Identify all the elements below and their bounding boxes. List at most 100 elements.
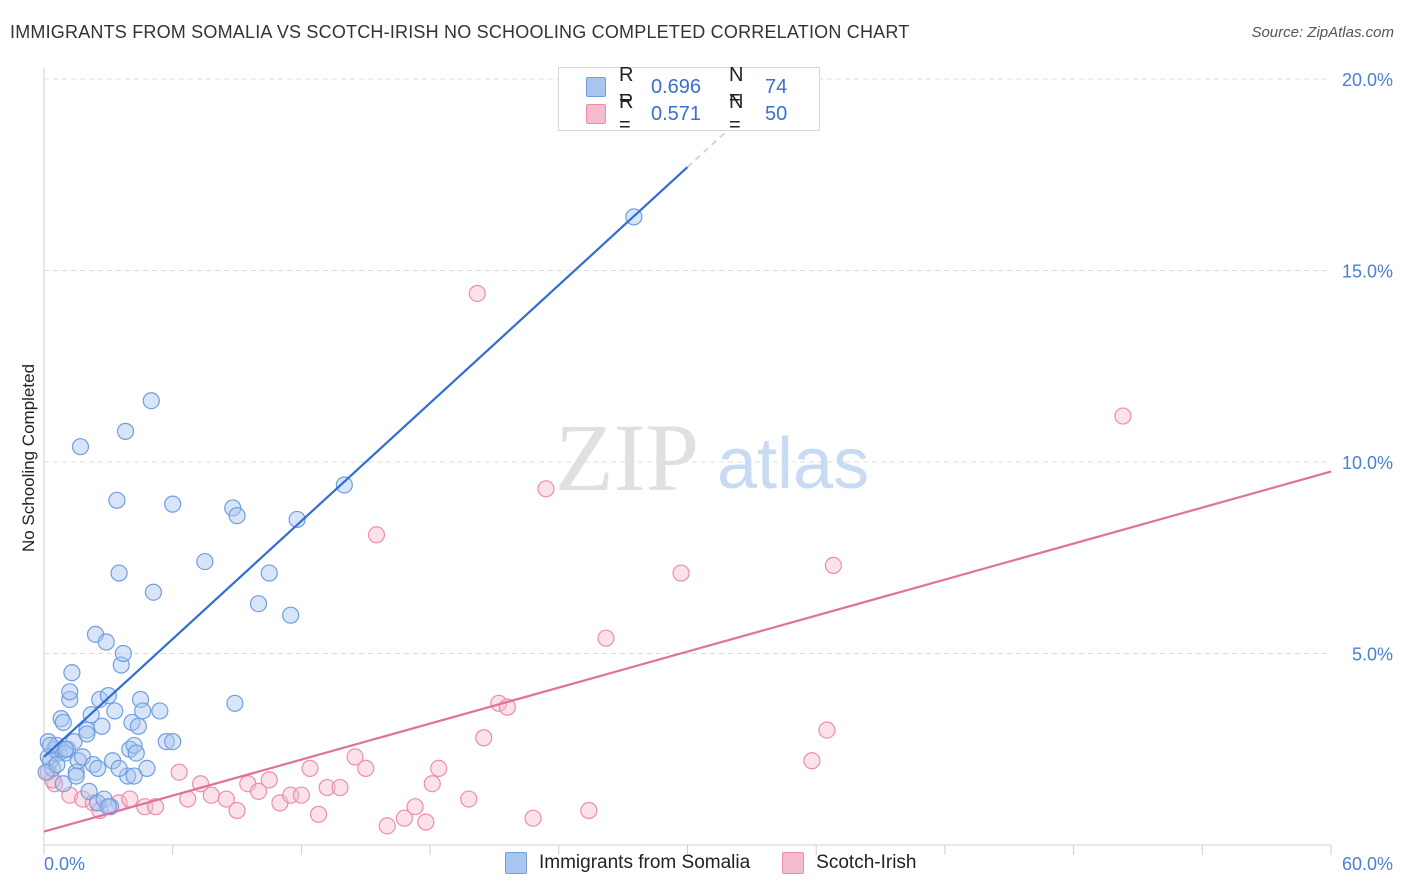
somalia-points	[37, 208, 643, 816]
data-point	[803, 752, 821, 770]
legend-swatch-blue	[586, 77, 606, 97]
data-point	[114, 644, 132, 663]
legend-n-label: N =	[729, 91, 744, 136]
data-point	[67, 767, 85, 785]
data-point	[41, 736, 60, 755]
legend-item-scotch-irish[interactable]: Scotch-Irish	[782, 852, 916, 874]
data-point	[48, 755, 66, 774]
trend-lines	[43, 127, 1332, 833]
data-point	[406, 798, 424, 816]
data-point	[672, 564, 690, 582]
data-point	[138, 759, 156, 778]
data-point	[61, 683, 79, 701]
y-axis-label: No Schooling Completed	[19, 364, 38, 552]
legend-r-label: R =	[619, 64, 634, 109]
data-point	[129, 717, 147, 735]
data-point	[110, 564, 128, 582]
y-tick-label: 10.0%	[1342, 453, 1393, 473]
trend-line-somalia	[43, 166, 689, 758]
data-point	[217, 790, 235, 808]
data-point	[54, 713, 72, 732]
series-legend: Immigrants from Somalia Scotch-Irish	[505, 852, 948, 874]
data-point	[292, 786, 310, 804]
data-point	[125, 767, 143, 785]
data-point	[460, 790, 478, 808]
data-point	[282, 606, 300, 624]
legend-n-value: 74	[765, 75, 788, 98]
data-point	[71, 438, 90, 456]
legend-r-value: 0.571	[651, 102, 702, 125]
y-tick-label: 5.0%	[1352, 645, 1393, 665]
data-point	[260, 564, 278, 582]
legend-swatch-pink	[586, 104, 606, 124]
data-point	[97, 633, 115, 651]
legend-swatch-blue	[505, 852, 527, 874]
legend-swatch-pink	[782, 852, 805, 874]
legend-n-value: 50	[765, 102, 788, 125]
data-point	[309, 805, 328, 823]
data-point	[108, 491, 126, 509]
legend-r-value: 0.696	[651, 75, 702, 98]
data-point	[249, 595, 268, 613]
data-point	[318, 778, 336, 797]
source-label: Source: ZipAtlas.com	[1251, 24, 1394, 41]
data-point	[335, 476, 353, 494]
data-point	[170, 763, 188, 781]
data-point	[89, 759, 107, 778]
data-point	[80, 782, 98, 800]
data-point	[127, 744, 145, 762]
data-point	[260, 771, 278, 789]
data-point	[54, 775, 72, 793]
watermark-atlas: atlas	[717, 424, 869, 504]
data-point	[818, 721, 836, 739]
data-point	[395, 809, 413, 827]
data-point	[78, 725, 96, 743]
data-point	[228, 801, 246, 820]
data-point	[202, 786, 220, 804]
data-point	[142, 392, 160, 410]
data-point	[430, 759, 448, 778]
data-point	[249, 782, 268, 800]
legend-label-somalia: Immigrants from Somalia	[539, 852, 751, 873]
data-point	[367, 526, 386, 544]
data-point	[580, 801, 598, 820]
legend-label-scotch-irish: Scotch-Irish	[816, 852, 917, 873]
grid-lines	[44, 78, 1331, 654]
chart-title: IMMIGRANTS FROM SOMALIA VS SCOTCH-IRISH …	[10, 22, 910, 42]
legend-n-label: N =	[729, 64, 744, 109]
data-point	[93, 717, 111, 735]
data-point	[157, 732, 175, 751]
trend-line-scotch-irish	[43, 470, 1332, 833]
data-point	[346, 748, 364, 766]
data-point	[824, 556, 842, 575]
data-point	[121, 790, 139, 808]
trend-extension-somalia	[686, 127, 731, 168]
data-point	[1114, 407, 1132, 425]
data-point	[537, 480, 555, 498]
scotch-irish-points	[39, 284, 1132, 835]
legend-r-label: R =	[619, 91, 634, 136]
data-point	[597, 629, 615, 647]
x-tick-label: 0.0%	[44, 854, 85, 874]
data-point	[288, 510, 306, 529]
axes	[43, 68, 1332, 855]
legend-item-somalia[interactable]: Immigrants from Somalia	[505, 852, 750, 874]
data-point	[146, 798, 165, 816]
correlation-legend: R = 0.696 N = 74 R = 0.571 N = 50	[558, 64, 820, 136]
y-tick-label: 15.0%	[1342, 262, 1393, 282]
x-tick-label: 60.0%	[1342, 854, 1393, 874]
data-point	[106, 702, 124, 720]
data-point	[164, 495, 182, 513]
data-point	[99, 687, 117, 705]
data-point	[228, 507, 246, 525]
data-point	[475, 729, 493, 747]
data-point	[164, 732, 182, 751]
data-point	[423, 775, 441, 793]
data-point	[134, 702, 152, 720]
data-point	[63, 664, 81, 682]
data-point	[144, 583, 162, 601]
data-point	[524, 809, 542, 827]
data-point	[357, 759, 375, 778]
data-point	[151, 702, 169, 720]
